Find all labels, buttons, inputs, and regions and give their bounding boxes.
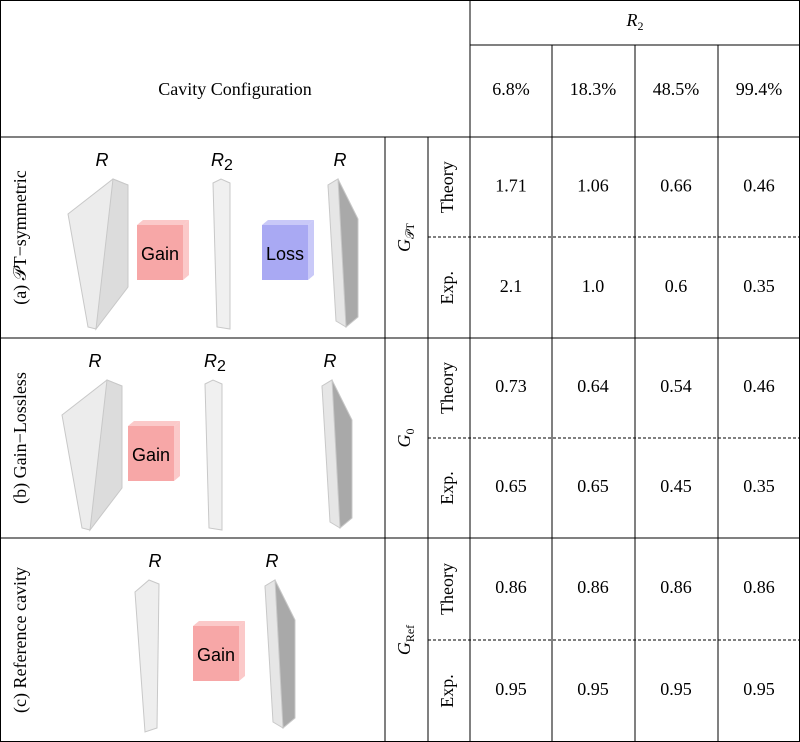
cube-side bbox=[308, 220, 314, 280]
cell-value: 1.71 bbox=[495, 175, 527, 195]
mirror-edge bbox=[89, 379, 123, 532]
mirror-edge bbox=[264, 579, 284, 729]
row-label: Exp. bbox=[437, 674, 457, 708]
cube-label: Gain bbox=[197, 645, 235, 665]
gain-label-sub: 0 bbox=[403, 429, 417, 435]
cell-value: 0.35 bbox=[743, 276, 775, 296]
cell-value: 0.45 bbox=[660, 476, 692, 496]
mirror-label-base: R bbox=[211, 150, 224, 170]
mirror-label-base: R bbox=[204, 351, 217, 371]
cell-value: 0.95 bbox=[660, 679, 692, 699]
config-label: (a) 𝒫T−symmetric bbox=[10, 170, 31, 305]
cell-value: 0.66 bbox=[660, 175, 692, 195]
cell-value: 0.65 bbox=[577, 476, 609, 496]
row-label: Theory bbox=[437, 362, 457, 414]
reflectivity: 99.4% bbox=[736, 79, 783, 99]
r2-header: R2 bbox=[626, 10, 644, 33]
cell-value: 0.46 bbox=[743, 175, 775, 195]
gain-label-base: G bbox=[394, 642, 414, 655]
cell-value: 0.95 bbox=[577, 679, 609, 699]
cell-value: 0.65 bbox=[495, 476, 527, 496]
cell-value: 0.64 bbox=[577, 376, 609, 396]
mirror-label: R bbox=[324, 351, 337, 371]
cube-side bbox=[239, 621, 245, 681]
cell-value: 1.06 bbox=[577, 175, 609, 195]
mirror-label: R bbox=[149, 551, 162, 571]
gain-label: G0 bbox=[394, 429, 417, 448]
config-label: (c) Reference cavity bbox=[10, 567, 31, 713]
mirror-label-base: R bbox=[96, 150, 109, 170]
reflectivity: 48.5% bbox=[653, 79, 700, 99]
gain-label: GRef bbox=[394, 625, 417, 655]
mirror-label-base: R bbox=[89, 351, 102, 371]
cube-front bbox=[128, 426, 174, 481]
cube-top bbox=[193, 621, 245, 626]
row-label: Theory bbox=[437, 161, 457, 213]
cell-value: 0.86 bbox=[577, 577, 609, 597]
cube-front bbox=[137, 225, 183, 280]
mirror-face bbox=[212, 178, 231, 330]
cube-label: Gain bbox=[141, 244, 179, 264]
cube-label: Gain bbox=[132, 445, 170, 465]
cube-side bbox=[174, 421, 180, 481]
mirror-label: R bbox=[96, 150, 109, 170]
mirror-edge bbox=[95, 178, 129, 331]
cell-value: 0.35 bbox=[743, 476, 775, 496]
cube-side bbox=[183, 220, 189, 280]
cell-value: 0.95 bbox=[495, 679, 527, 699]
mirror-label-base: R bbox=[324, 351, 337, 371]
mirror-label: R2 bbox=[211, 150, 233, 174]
cell-value: 0.54 bbox=[660, 376, 692, 396]
gain-label: G𝒫T bbox=[394, 222, 417, 252]
gain-label-sub: Ref bbox=[403, 625, 417, 642]
reflectivity: 18.3% bbox=[570, 79, 617, 99]
mirror-label-base: R bbox=[334, 150, 347, 170]
cell-value: 0.46 bbox=[743, 376, 775, 396]
mirror-label: R bbox=[89, 351, 102, 371]
config-header: Cavity Configuration bbox=[158, 79, 311, 99]
mirror-label-sub: 2 bbox=[217, 358, 226, 375]
gain-label-base: G bbox=[394, 435, 414, 448]
mirror-label: R bbox=[334, 150, 347, 170]
mirror-face bbox=[204, 379, 223, 531]
mirror-face bbox=[134, 579, 160, 733]
cell-value: 0.95 bbox=[743, 679, 775, 699]
cube-top bbox=[262, 220, 314, 225]
mirror-edge bbox=[327, 178, 347, 328]
mirror-edge bbox=[321, 379, 341, 529]
cube-top bbox=[128, 421, 180, 426]
cube-front bbox=[193, 626, 239, 681]
mirror-label: R bbox=[266, 551, 279, 571]
mirror-label: R2 bbox=[204, 351, 226, 375]
cell-value: 2.1 bbox=[500, 276, 523, 296]
cell-value: 0.86 bbox=[743, 577, 775, 597]
config-label: (b) Gain−Lossless bbox=[10, 372, 31, 504]
row-label: Exp. bbox=[437, 471, 457, 505]
gain-label-sub: 𝒫T bbox=[403, 222, 417, 239]
reflectivity: 6.8% bbox=[492, 79, 530, 99]
mirror-label-sub: 2 bbox=[224, 157, 233, 174]
gain-label-base: G bbox=[394, 239, 414, 252]
cube-front bbox=[262, 225, 308, 280]
mirror-label-base: R bbox=[266, 551, 279, 571]
r2-header-base: R bbox=[626, 10, 638, 30]
row-label: Exp. bbox=[437, 271, 457, 305]
mirror-label-base: R bbox=[149, 551, 162, 571]
r2-header-sub: 2 bbox=[638, 19, 644, 33]
cell-value: 0.86 bbox=[660, 577, 692, 597]
cube-top bbox=[137, 220, 189, 225]
cell-value: 0.6 bbox=[665, 276, 688, 296]
cell-value: 1.0 bbox=[582, 276, 605, 296]
row-label: Theory bbox=[437, 563, 457, 615]
cube-label: Loss bbox=[266, 244, 304, 264]
cell-value: 0.73 bbox=[495, 376, 527, 396]
cell-value: 0.86 bbox=[495, 577, 527, 597]
